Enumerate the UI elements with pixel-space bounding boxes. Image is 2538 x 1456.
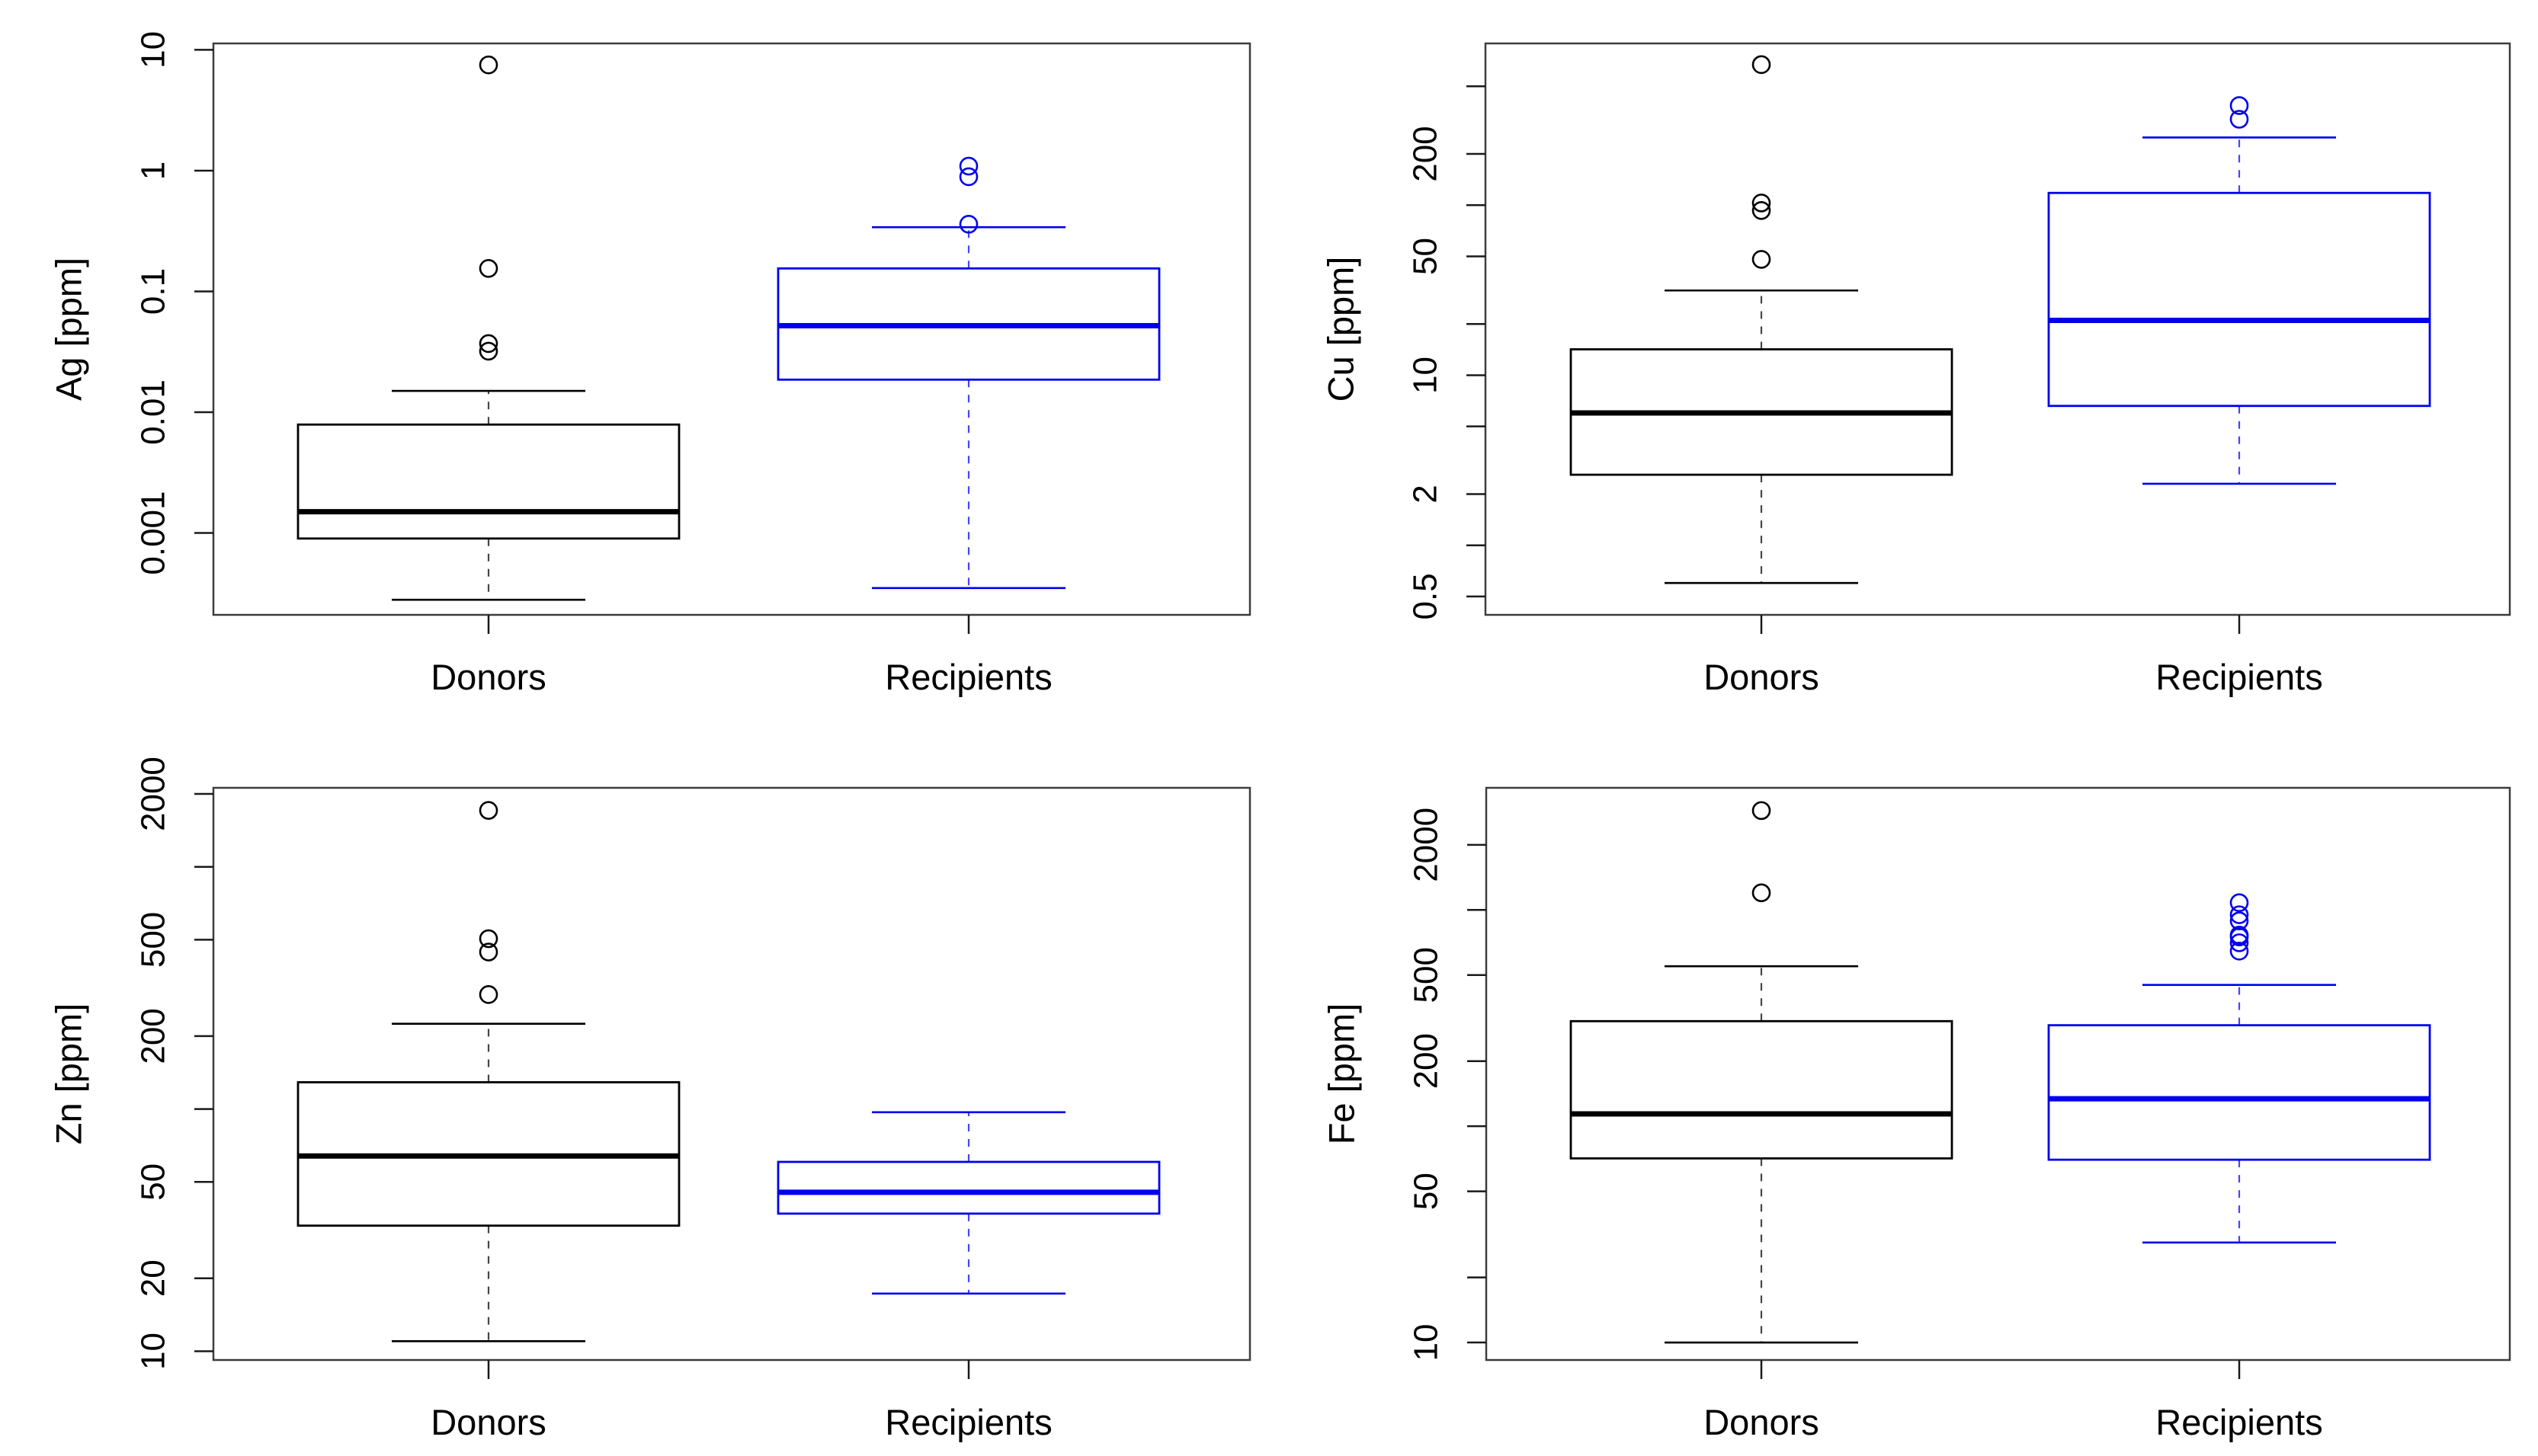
- plot-frame: [1485, 786, 2511, 1362]
- outlier-point: [959, 214, 979, 234]
- y-axis-label: Zn [ppm]: [48, 1003, 88, 1144]
- series-recipients: [2047, 893, 2431, 1244]
- outlier-point: [2229, 893, 2249, 913]
- y-tick-label: 50: [134, 1163, 171, 1201]
- y-axis-label: Cu [ppm]: [1320, 257, 1360, 402]
- y-tick-label: 2000: [1407, 808, 1444, 882]
- outlier-point: [959, 167, 979, 187]
- y-tick-label: 20: [134, 1259, 171, 1297]
- outlier-point: [2229, 110, 2249, 129]
- outlier-point: [1751, 250, 1771, 269]
- outlier-point: [2229, 905, 2249, 924]
- outlier-point: [1751, 801, 1771, 821]
- iqr-box: [777, 1160, 1161, 1215]
- y-tick-label: 2000: [134, 757, 171, 831]
- outlier-point: [479, 801, 498, 820]
- plot-frame: [212, 786, 1251, 1362]
- iqr-box: [296, 423, 681, 540]
- x-category-label: Recipients: [2155, 657, 2322, 697]
- y-tick-label: 500: [134, 912, 171, 968]
- outlier-point: [2229, 933, 2249, 952]
- outlier-point: [479, 985, 498, 1004]
- plot-frame: [1484, 42, 2511, 616]
- series-recipients: [777, 156, 1161, 590]
- y-tick-label: 2: [1406, 485, 1444, 503]
- outlier-point: [2229, 926, 2249, 945]
- y-tick-label: 500: [1407, 947, 1444, 1003]
- panel-fe: 2000 500 200 50 10 Fe [ppm] Donors Recipients: [1321, 786, 2511, 1442]
- y-tick-label: 0.5: [1406, 573, 1444, 619]
- series-donors: [1569, 801, 1953, 1344]
- y-tick-label: 0.001: [134, 491, 171, 574]
- y-tick-label: 10: [134, 1333, 171, 1370]
- x-category-label: Recipients: [885, 1402, 1052, 1442]
- outlier-point: [1751, 883, 1771, 903]
- outlier-point: [479, 929, 498, 949]
- panel-zn: 2000 500 200 50 20 10 Zn [ppm] Donors Recipients: [48, 757, 1251, 1442]
- outlier-point: [479, 55, 498, 75]
- x-category-label: Recipients: [2155, 1402, 2322, 1442]
- y-tick-label: 10: [1407, 1324, 1444, 1362]
- x-category-label: Recipients: [885, 657, 1052, 697]
- outlier-point: [2229, 911, 2249, 930]
- y-axis-label: Ag [ppm]: [48, 258, 88, 401]
- panel-cu: 200 50 10 2 0.5 Cu [ppm] Donors Recipients: [1320, 42, 2511, 697]
- outlier-point: [479, 334, 498, 354]
- y-tick-label: 10: [1406, 357, 1444, 394]
- y-axis-label: Fe [ppm]: [1321, 1003, 1361, 1144]
- outlier-point: [479, 942, 498, 962]
- series-donors: [296, 801, 681, 1342]
- y-tick-label: 1: [134, 162, 171, 180]
- outlier-point: [1751, 194, 1771, 213]
- iqr-box: [2047, 191, 2431, 408]
- outlier-point: [479, 259, 498, 278]
- y-tick-label: 50: [1407, 1173, 1444, 1210]
- y-tick-label: 200: [134, 1008, 171, 1064]
- x-category-label: Donors: [1703, 1402, 1819, 1442]
- outlier-point: [1751, 200, 1771, 220]
- y-tick-label: 50: [1406, 238, 1444, 275]
- x-category-label: Donors: [431, 657, 546, 697]
- y-tick-label: 0.1: [134, 268, 171, 315]
- series-donors: [296, 55, 681, 601]
- plot-frame: [212, 42, 1251, 616]
- x-category-label: Donors: [431, 1402, 546, 1442]
- y-tick-label: 200: [1407, 1033, 1444, 1089]
- outlier-point: [1751, 55, 1771, 75]
- iqr-box: [1569, 1019, 1953, 1160]
- outlier-point: [2229, 96, 2249, 115]
- series-donors: [1569, 55, 1953, 584]
- y-tick-label: 200: [1406, 126, 1444, 181]
- y-tick-label: 10: [134, 31, 171, 69]
- iqr-box: [2047, 1024, 2431, 1161]
- panel-ag: 10 1 0.1 0.01 0.001 Ag [ppm] Donors Recipients: [48, 31, 1251, 697]
- series-recipients: [777, 1111, 1161, 1295]
- y-tick-label: 0.01: [134, 379, 171, 445]
- x-category-label: Donors: [1703, 657, 1819, 697]
- series-recipients: [2047, 96, 2431, 485]
- outlier-point: [479, 341, 498, 361]
- outlier-point: [959, 156, 979, 176]
